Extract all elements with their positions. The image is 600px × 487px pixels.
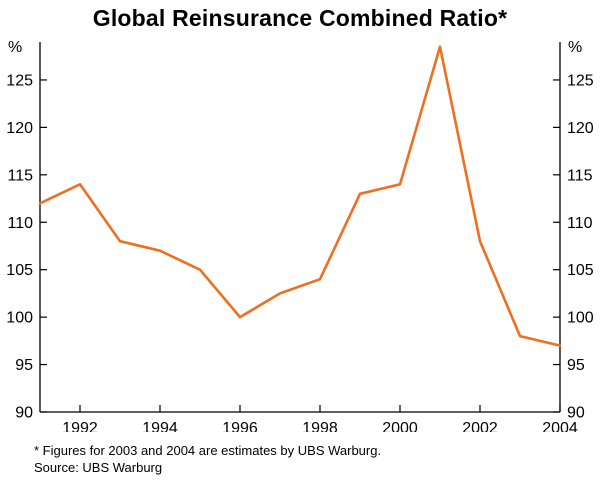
y-tick-label-left: 105 — [6, 262, 33, 279]
x-tick-label: 1998 — [302, 420, 338, 432]
y-tick-label-right: 110 — [567, 215, 593, 232]
x-tick-label: 1994 — [142, 420, 178, 432]
x-tick-label: 1992 — [62, 420, 98, 432]
x-tick-label: 2000 — [382, 420, 418, 432]
footnote-asterisk: * Figures for 2003 and 2004 are estimate… — [34, 443, 382, 458]
y-tick-label-left: 125 — [6, 72, 33, 89]
y-tick-label-left: 100 — [6, 310, 33, 327]
y-axis-unit-right: % — [568, 39, 582, 56]
chart-page: Global Reinsurance Combined Ratio* % % 9… — [0, 4, 600, 487]
y-tick-label-left: 115 — [7, 167, 33, 184]
line-chart: % % 90 90 95 95 100 100 105 105 110 110 115 115 120 1… — [6, 39, 594, 432]
footnotes: * Figures for 2003 and 2004 are estimate… — [34, 442, 600, 476]
source-note: Source: UBS Warburg — [34, 460, 163, 475]
x-tick-label: 2004 — [542, 420, 578, 432]
y-tick-label-right: 125 — [567, 72, 594, 89]
y-tick-label-right: 90 — [567, 405, 585, 422]
y-tick-label-right: 105 — [567, 262, 594, 279]
y-tick-label-right: 120 — [567, 120, 594, 137]
y-tick-label-left: 90 — [15, 405, 33, 422]
chart-canvas: 90 90 95 95 100 100 105 105 110 110 115 115 120 120 12… — [6, 42, 594, 432]
chart-title: Global Reinsurance Combined Ratio* — [92, 5, 508, 31]
data-line — [38, 45, 562, 347]
y-tick-label-right: 95 — [567, 357, 585, 374]
y-tick-label-left: 120 — [6, 120, 33, 137]
y-axis-unit-left: % — [8, 39, 22, 56]
y-tick-label-left: 95 — [15, 357, 33, 374]
y-tick-label-left: 110 — [7, 215, 33, 232]
y-tick-label-right: 115 — [567, 167, 593, 184]
x-tick-label: 2002 — [462, 420, 498, 432]
y-tick-label-right: 100 — [567, 310, 594, 327]
x-tick-label: 1996 — [222, 420, 258, 432]
